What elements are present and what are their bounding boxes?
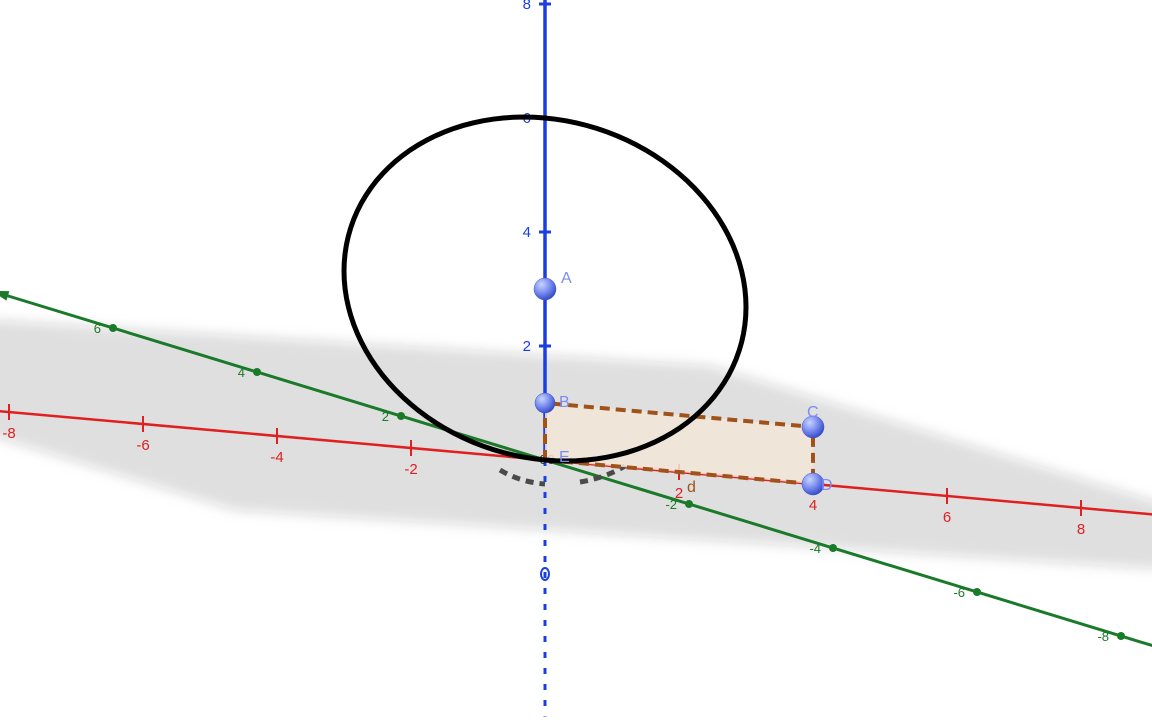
y-tick-label: -2: [665, 497, 677, 512]
point-B[interactable]: [535, 393, 555, 413]
z-tick-label: 4: [523, 224, 531, 241]
x-tick-label: -6: [136, 437, 149, 454]
y-tick-label: 2: [382, 409, 389, 424]
x-tick-label: 8: [1077, 521, 1085, 538]
geometry-3d-scene: -8-6-4-22468-8-6-4-2246246800dABCDE: [0, 0, 1152, 720]
z-tick-label: 2: [523, 338, 531, 355]
point-label-D: D: [821, 477, 833, 494]
y-tick: [829, 544, 837, 552]
y-tick: [397, 412, 405, 420]
z-tick-label: 8: [523, 0, 531, 13]
y-tick: [109, 324, 117, 332]
x-tick-label: -2: [404, 461, 417, 478]
point-label-B: B: [559, 394, 570, 411]
rectangle-d-label: d: [687, 479, 696, 496]
y-tick-label: 6: [94, 321, 101, 336]
x-tick-label: 4: [809, 497, 817, 514]
y-tick-label: 4: [238, 365, 245, 380]
y-tick: [1117, 632, 1125, 640]
point-label-A: A: [561, 270, 572, 287]
y-tick-label: -8: [1097, 629, 1109, 644]
point-label-E: E: [559, 449, 570, 466]
y-tick-label: -6: [953, 585, 965, 600]
x-tick-label: -4: [270, 449, 283, 466]
x-tick-label: -8: [2, 425, 15, 442]
y-tick: [685, 500, 693, 508]
y-tick-label: -4: [809, 541, 821, 556]
y-tick: [973, 588, 981, 596]
point-label-C: C: [807, 404, 819, 421]
y-tick: [253, 368, 261, 376]
x-tick-label: 6: [943, 509, 951, 526]
point-A[interactable]: [534, 278, 556, 300]
